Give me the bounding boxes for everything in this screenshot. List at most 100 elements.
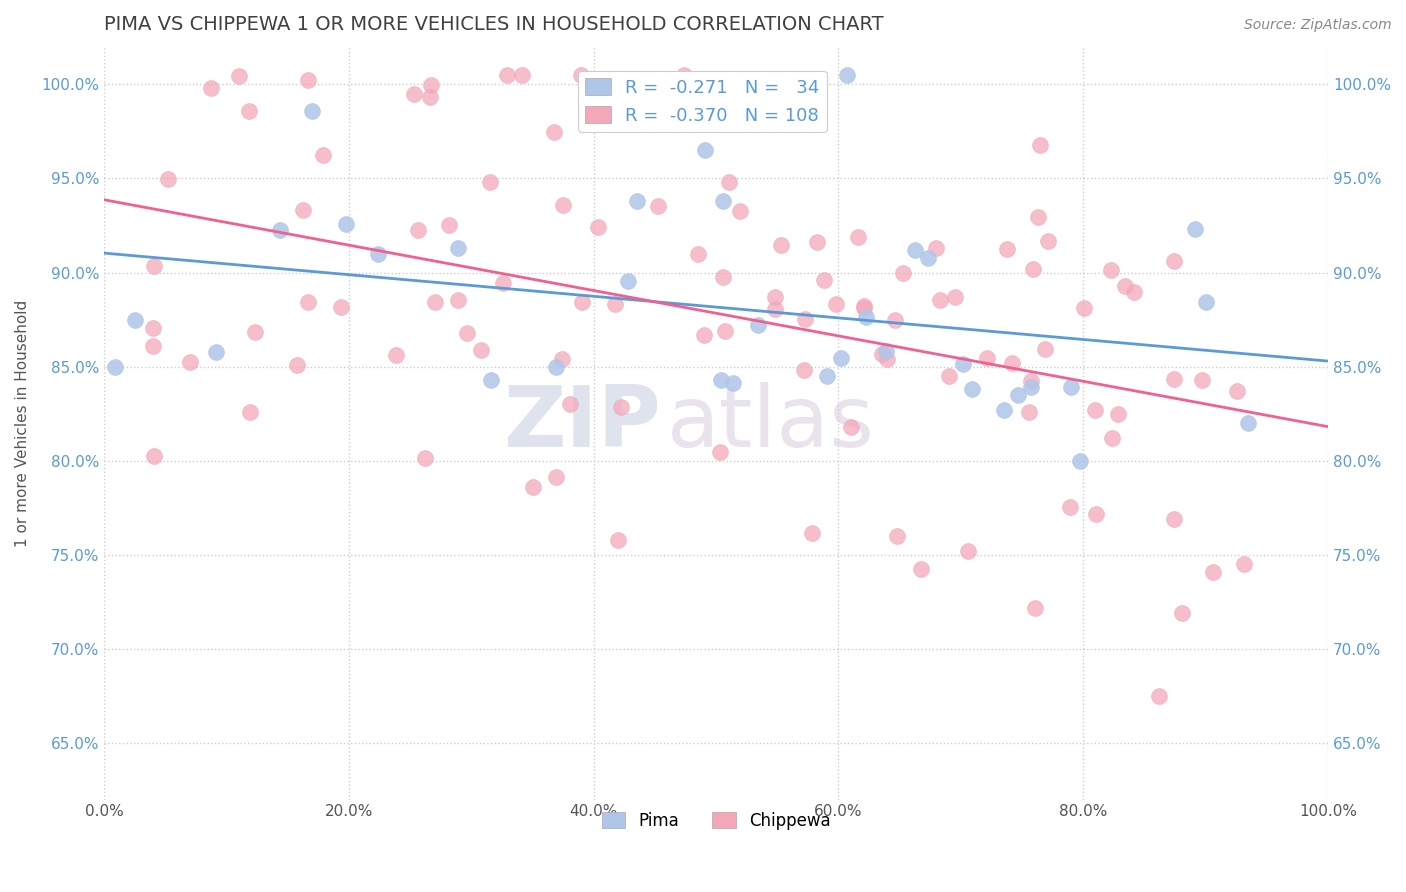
Point — [479, 174, 502, 188]
Point — [976, 351, 998, 365]
Point — [794, 311, 817, 326]
Point — [813, 273, 835, 287]
Point — [1191, 373, 1213, 387]
Point — [495, 68, 517, 82]
Point — [142, 339, 165, 353]
Point — [558, 397, 581, 411]
Point — [1163, 372, 1185, 386]
Point — [1107, 408, 1129, 422]
Point — [1059, 500, 1081, 514]
Point — [141, 321, 163, 335]
Point — [384, 348, 406, 362]
Point — [1018, 405, 1040, 419]
Point — [852, 301, 875, 315]
Point — [551, 351, 574, 366]
Point — [626, 194, 648, 209]
Point — [891, 266, 914, 280]
Point — [721, 376, 744, 390]
Point — [824, 297, 846, 311]
Point — [1038, 234, 1060, 248]
Point — [238, 103, 260, 118]
Point — [423, 294, 446, 309]
Point — [917, 251, 939, 265]
Point — [124, 313, 146, 327]
Point — [1019, 380, 1042, 394]
Point — [1163, 254, 1185, 268]
Point — [1028, 211, 1050, 225]
Point — [993, 403, 1015, 417]
Point — [686, 247, 709, 261]
Point — [884, 312, 907, 326]
Point — [586, 219, 609, 234]
Point — [960, 383, 983, 397]
Point — [522, 480, 544, 494]
Point — [1202, 566, 1225, 580]
Point — [995, 243, 1018, 257]
Point — [447, 241, 470, 255]
Point — [801, 525, 824, 540]
Point — [1233, 558, 1256, 572]
Point — [1033, 343, 1056, 357]
Text: atlas: atlas — [666, 382, 875, 465]
Point — [239, 404, 262, 418]
Point — [312, 147, 335, 161]
Point — [693, 328, 716, 343]
Point — [711, 194, 734, 209]
Point — [1084, 402, 1107, 417]
Point — [837, 68, 859, 82]
Point — [1073, 301, 1095, 315]
Point — [456, 326, 478, 340]
Point — [413, 450, 436, 465]
Point — [952, 357, 974, 371]
Point — [1147, 689, 1170, 703]
Point — [544, 360, 567, 375]
Point — [285, 358, 308, 372]
Point — [156, 172, 179, 186]
Point — [437, 219, 460, 233]
Point — [335, 217, 357, 231]
Point — [1007, 387, 1029, 401]
Point — [330, 300, 353, 314]
Point — [830, 351, 852, 366]
Point — [142, 449, 165, 463]
Point — [711, 270, 734, 285]
Point — [617, 274, 640, 288]
Point — [1019, 374, 1042, 388]
Point — [603, 296, 626, 310]
Point — [297, 73, 319, 87]
Point — [1060, 380, 1083, 394]
Point — [367, 246, 389, 260]
Point — [1024, 601, 1046, 615]
Point — [910, 562, 932, 576]
Point — [846, 230, 869, 244]
Point — [297, 294, 319, 309]
Point — [1163, 512, 1185, 526]
Point — [143, 259, 166, 273]
Point — [1028, 138, 1050, 153]
Point — [717, 175, 740, 189]
Point — [925, 241, 948, 255]
Point — [543, 125, 565, 139]
Point — [765, 290, 787, 304]
Point — [769, 238, 792, 252]
Point — [710, 373, 733, 387]
Point — [855, 310, 877, 325]
Point — [610, 401, 633, 415]
Point — [479, 373, 502, 387]
Point — [1114, 278, 1136, 293]
Point — [492, 276, 515, 290]
Point — [956, 543, 979, 558]
Point — [647, 199, 669, 213]
Point — [1184, 222, 1206, 236]
Point — [1099, 262, 1122, 277]
Point — [292, 203, 315, 218]
Point — [938, 369, 960, 384]
Point — [763, 301, 786, 316]
Point — [904, 243, 927, 257]
Point — [1237, 416, 1260, 430]
Point — [852, 299, 875, 313]
Point — [1170, 607, 1192, 621]
Point — [875, 343, 897, 358]
Point — [301, 104, 323, 119]
Point — [1122, 285, 1144, 299]
